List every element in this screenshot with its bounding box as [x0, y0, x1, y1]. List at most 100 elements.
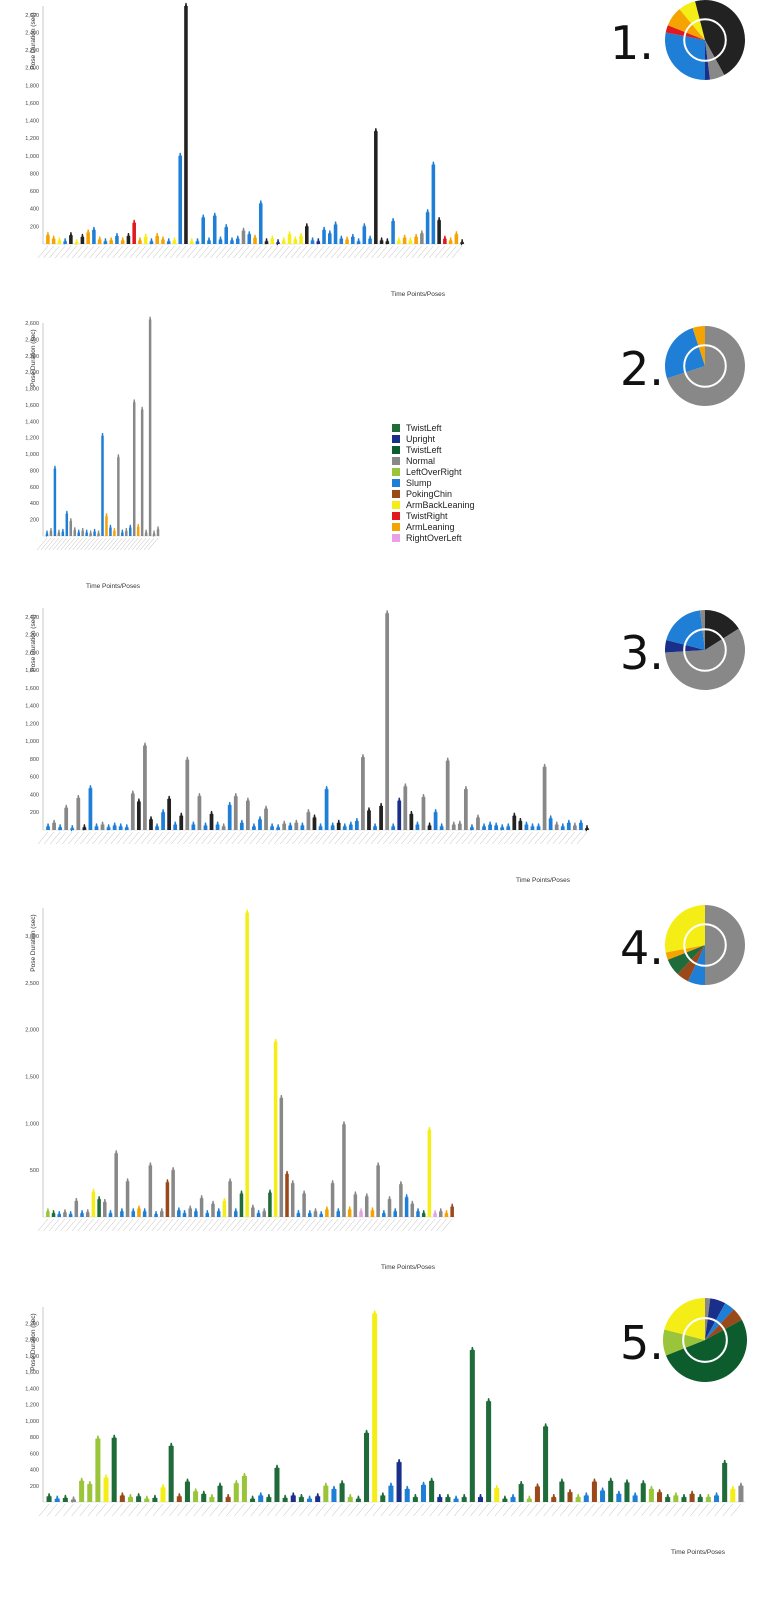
error-bar — [337, 819, 341, 826]
bar — [224, 227, 229, 244]
error-bar — [101, 432, 104, 440]
error-bar — [69, 232, 73, 239]
bar — [63, 1212, 67, 1217]
bar — [235, 238, 240, 244]
error-bar — [114, 1150, 118, 1157]
x-tick-mark — [455, 831, 467, 845]
error-bar — [178, 152, 182, 159]
bar — [328, 233, 332, 244]
donut-chart — [665, 0, 745, 80]
y-tick-label: 2,000 — [25, 370, 39, 376]
bar — [120, 1211, 124, 1217]
bar — [160, 1487, 166, 1502]
x-tick-mark — [214, 1218, 225, 1232]
x-tick-mark — [478, 1503, 489, 1517]
bar — [391, 221, 395, 244]
x-tick-mark — [657, 1503, 668, 1517]
error-bar — [210, 1493, 214, 1501]
y-tick-label: 400 — [30, 501, 39, 507]
error-bar — [373, 823, 377, 830]
x-tick-mark — [60, 537, 71, 551]
x-tick-mark — [358, 831, 370, 845]
error-bar — [314, 1208, 317, 1215]
error-bar — [421, 1481, 426, 1489]
error-bar — [470, 824, 474, 831]
x-tick-mark — [405, 245, 417, 259]
x-tick-mark — [265, 1218, 276, 1232]
x-tick-mark — [313, 245, 325, 259]
error-bar — [433, 1210, 437, 1217]
bar — [518, 821, 523, 830]
x-tick-mark — [146, 831, 158, 845]
error-bar — [482, 823, 486, 830]
legend-item: TwistRight — [392, 510, 475, 521]
error-bar — [270, 823, 274, 830]
bar — [69, 521, 73, 536]
x-tick-mark — [394, 245, 405, 259]
error-bar — [228, 1178, 232, 1185]
bar — [52, 822, 56, 830]
bar — [247, 234, 252, 244]
error-bar — [64, 804, 68, 811]
bar — [233, 796, 238, 830]
error-bar — [219, 236, 222, 243]
bar-chart-1: 200 400 600 800 1,000 1,200 1,400 1,600 1,800 2,0… — [25, 2, 465, 298]
error-bar — [293, 236, 297, 243]
bar — [385, 613, 390, 830]
x-tick-mark — [131, 537, 143, 551]
error-bar — [47, 1493, 51, 1500]
x-tick-mark — [204, 245, 215, 259]
error-bar — [109, 237, 113, 244]
x-tick-mark — [423, 245, 434, 259]
error-bar — [75, 1197, 78, 1205]
error-bar — [288, 822, 292, 829]
error-bar — [470, 1346, 474, 1354]
y-tick-label: 800 — [30, 1435, 39, 1441]
x-tick-mark — [49, 831, 61, 845]
bar — [209, 814, 214, 830]
error-bar — [422, 794, 425, 801]
bar — [87, 1484, 93, 1502]
x-tick-mark — [714, 1503, 725, 1517]
legend-label: TwistLeft — [406, 444, 442, 455]
error-bar — [63, 1209, 67, 1216]
x-tick-mark — [322, 1218, 333, 1232]
bar — [512, 815, 517, 830]
x-tick-mark — [552, 831, 563, 845]
x-tick-mark — [143, 537, 155, 551]
legend-swatch — [392, 467, 400, 476]
bar — [364, 1196, 369, 1217]
bar — [131, 1211, 136, 1217]
error-bar — [61, 528, 64, 535]
bar — [299, 236, 303, 244]
error-bar — [52, 235, 55, 242]
x-tick-mark — [302, 245, 313, 259]
bar — [353, 1194, 358, 1217]
error-bar — [579, 819, 583, 826]
x-tick-mark — [112, 245, 123, 259]
y-tick-label: 400 — [30, 207, 39, 213]
error-bar — [190, 238, 194, 245]
x-tick-mark — [286, 831, 297, 845]
error-bar — [397, 797, 401, 804]
bar — [457, 823, 462, 830]
error-bar — [71, 1496, 76, 1503]
error-bar — [363, 223, 366, 230]
y-tick-label: 2,000 — [25, 1028, 39, 1034]
x-tick-mark — [118, 245, 129, 259]
x-tick-mark — [177, 1503, 188, 1517]
x-axis-label: Time Points/Poses — [391, 291, 446, 298]
error-bar — [714, 1492, 719, 1499]
error-bar — [478, 1493, 483, 1501]
error-bar — [97, 1196, 101, 1203]
error-bar — [308, 1210, 312, 1217]
error-bar — [291, 1492, 295, 1499]
bar — [168, 1445, 174, 1502]
x-tick-mark — [304, 831, 315, 845]
x-tick-mark — [564, 831, 576, 845]
bar — [559, 1481, 565, 1502]
bar — [148, 1165, 153, 1217]
x-tick-mark — [95, 1503, 107, 1517]
x-tick-mark — [74, 831, 85, 845]
error-bar — [89, 530, 92, 537]
